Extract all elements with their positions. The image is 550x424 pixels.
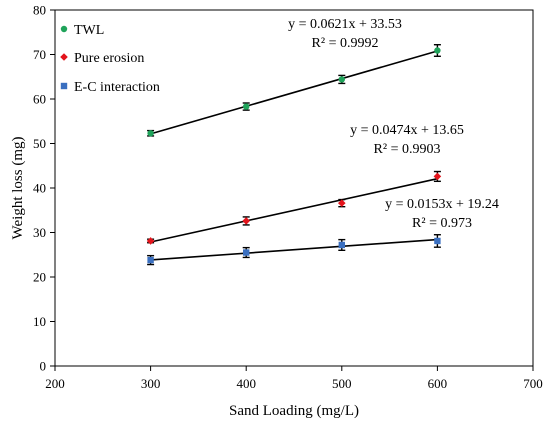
y-axis-label: Weight loss (mg) (10, 137, 26, 240)
x-tick-label: 300 (141, 376, 161, 391)
y-tick-label: 30 (33, 225, 46, 240)
x-tick-label: 500 (332, 376, 352, 391)
e-c-interaction-point (338, 241, 345, 249)
twl-equation: y = 0.0621x + 33.53 (288, 17, 402, 32)
pure-erosion-equation: y = 0.0474x + 13.65 (350, 123, 464, 138)
y-tick-label: 10 (33, 314, 46, 329)
legend: TWL Pure erosion E-C interaction (60, 23, 160, 95)
pure-erosion-trend-line (150, 177, 438, 243)
pure-erosion-point (146, 237, 155, 245)
e-c-interaction-point (243, 249, 250, 256)
y-tick-label: 70 (33, 47, 46, 62)
e-c-interaction-equation: y = 0.0153x + 19.24 (385, 197, 499, 212)
y-tick-label: 20 (33, 270, 46, 285)
trend-lines (150, 50, 438, 261)
twl-point (243, 103, 250, 110)
e-c-interaction-r-squared: R² = 0.973 (412, 216, 472, 231)
pure-erosion-point (433, 172, 442, 181)
trend-equations: y = 0.0621x + 33.53 R² = 0.9992 y = 0.0474… (288, 17, 499, 231)
x-tick-label: 200 (45, 376, 65, 391)
e-c-interaction-legend-marker (60, 82, 68, 90)
y-tick-label: 0 (40, 359, 47, 374)
y-tick-label: 80 (33, 3, 46, 18)
pure-erosion-legend-label: Pure erosion (74, 51, 144, 66)
e-c-interaction-point (434, 237, 441, 245)
twl-trend-line (150, 50, 438, 135)
x-tick-label: 600 (428, 376, 448, 391)
twl-r-squared: R² = 0.9992 (312, 36, 379, 51)
y-tick-label: 40 (33, 181, 46, 196)
e-c-interaction-legend-label: E-C interaction (74, 80, 160, 95)
twl-point (338, 76, 345, 83)
pure-erosion-legend-marker (60, 53, 68, 61)
x-tick-label: 700 (523, 376, 543, 391)
x-axis-label: Sand Loading (mg/L) (229, 403, 359, 419)
pure-erosion-point (338, 199, 346, 207)
e-c-interaction-point (147, 256, 154, 264)
data-points (146, 47, 442, 264)
y-tick-label: 60 (33, 92, 46, 107)
pure-erosion-point (242, 217, 250, 225)
twl-point (147, 130, 154, 137)
axes: 200 300 400 500 600 700 0 10 20 30 40 50 60 70 80 Sand … (10, 3, 543, 420)
y-tick-label: 50 (33, 136, 46, 151)
twl-legend-marker (60, 25, 68, 33)
twl-legend-label: TWL (74, 23, 104, 38)
e-c-interaction-trend-line (150, 238, 438, 261)
twl-point (434, 47, 441, 54)
pure-erosion-r-squared: R² = 0.9903 (374, 142, 441, 157)
x-tick-label: 400 (236, 376, 256, 391)
